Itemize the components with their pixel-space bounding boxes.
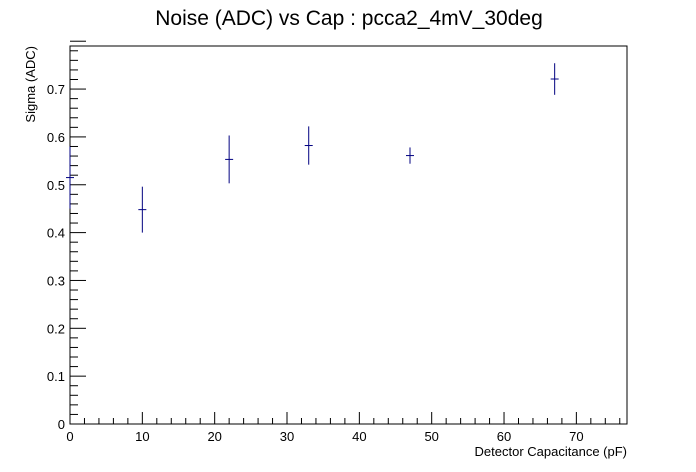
y-axis-label: Sigma (ADC) xyxy=(23,46,38,123)
data-point xyxy=(405,147,414,164)
y-tick-label: 0 xyxy=(58,417,65,432)
x-tick-label: 20 xyxy=(207,429,221,444)
y-axis: 0 0.1 0.2 0.3 0.4 0.5 0.6 0.7 xyxy=(47,40,86,432)
y-tick-label: 0.7 xyxy=(47,82,65,97)
x-tick-label: 10 xyxy=(135,429,149,444)
y-tick-label: 0.2 xyxy=(47,321,65,336)
chart-title: Noise (ADC) vs Cap : pcca2_4mV_30deg xyxy=(155,7,543,30)
y-tick-label: 0.6 xyxy=(47,130,65,145)
plot-frame xyxy=(69,45,628,425)
x-tick-label: 50 xyxy=(424,429,438,444)
x-tick-label: 60 xyxy=(497,429,511,444)
data-point xyxy=(225,135,234,184)
x-tick-label: 30 xyxy=(280,429,294,444)
data-points xyxy=(66,63,559,233)
y-tick-label: 0.5 xyxy=(47,178,65,193)
data-point xyxy=(304,126,313,165)
x-axis-label: Detector Capacitance (pF) xyxy=(475,444,627,459)
x-axis: 0 10 20 30 40 50 60 70 xyxy=(66,412,621,444)
y-tick-label: 0.3 xyxy=(47,273,65,288)
data-point xyxy=(138,186,147,233)
x-tick-label: 40 xyxy=(352,429,366,444)
plot-border xyxy=(69,45,628,425)
y-tick-label: 0.1 xyxy=(47,369,65,384)
y-tick-label: 0.4 xyxy=(47,226,65,241)
x-tick-label: 70 xyxy=(569,429,583,444)
x-tick-label: 0 xyxy=(66,429,73,444)
data-point xyxy=(550,63,559,95)
data-point xyxy=(66,146,74,209)
